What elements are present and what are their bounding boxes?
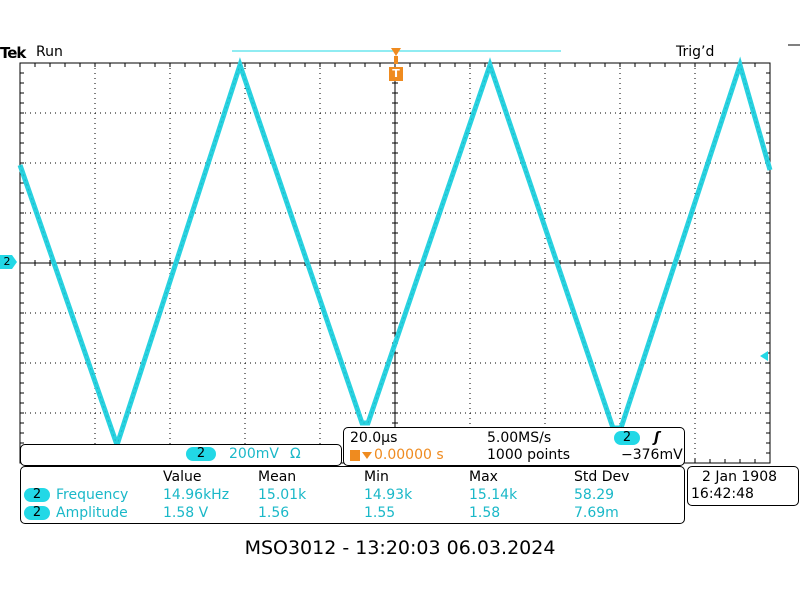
timebase-panel[interactable]: 20.0µs 5.00MS/s 2 ʃ 0.00000 s 1000 point…: [343, 427, 685, 466]
trigger-level-arrow-icon[interactable]: [760, 351, 768, 361]
trigger-point-stem: [394, 56, 398, 64]
record-length: 1000 points: [487, 447, 571, 463]
measure-header-max: Max: [469, 469, 498, 485]
measure-header-mean: Mean: [258, 469, 297, 485]
measure-header-min: Min: [364, 469, 389, 485]
graticule: [19, 62, 771, 464]
screenshot-caption: MSO3012 - 13:20:03 06.03.2024: [244, 537, 556, 559]
brand-logo: Tek: [0, 44, 26, 62]
waveform-trace-noise: [19, 63, 771, 447]
trigger-position-arrow-icon: [362, 452, 372, 459]
sample-rate: 5.00MS/s: [487, 430, 552, 446]
measure-cell: 1.55: [364, 505, 396, 521]
trigger-position-t-icon: [350, 450, 360, 461]
trigger-marker-label: T: [392, 67, 400, 80]
measure-row-channel-badge: 2: [24, 506, 50, 520]
channel-scale-panel[interactable]: 2 200mV Ω: [20, 444, 342, 466]
measure-cell: 1.58: [469, 505, 501, 521]
run-state: Run: [36, 44, 63, 60]
measure-header-value: Value: [163, 469, 202, 485]
measure-cell: 58.29: [574, 487, 615, 503]
measure-cell: 15.01k: [258, 487, 307, 503]
channel2-ground-marker-icon[interactable]: [0, 255, 17, 269]
datetime-panel[interactable]: 2 Jan 1908 16:42:48: [687, 466, 799, 506]
measurements-panel[interactable]: Value Mean Min Max Std Dev 2 Frequency 1…: [20, 466, 685, 524]
impedance-icon: Ω: [290, 446, 301, 462]
measure-cell: 15.14k: [469, 487, 518, 503]
measure-cell: 1.56: [258, 505, 290, 521]
trigger-channel-badge: 2: [614, 431, 640, 445]
time-readout: 16:42:48: [691, 486, 754, 502]
trigger-position: 0.00000 s: [374, 447, 444, 463]
trigger-level: −376mV: [621, 447, 683, 463]
trigger-point-icon: [391, 48, 401, 56]
channel-badge: 2: [186, 447, 216, 461]
measure-row-name: Frequency: [56, 487, 129, 503]
trigger-t-marker-bg: [389, 67, 403, 81]
waveform-trace: [17, 56, 773, 453]
measure-cell: 1.58 V: [163, 505, 209, 521]
trigger-state: Trig’d: [676, 44, 715, 60]
measure-cell: 14.93k: [364, 487, 413, 503]
channel-scale: 200mV: [229, 446, 279, 462]
measure-row-channel-badge: 2: [24, 488, 50, 502]
measure-row-name: Amplitude: [56, 505, 128, 521]
channel2-ground-marker-label: 2: [3, 255, 11, 268]
time-per-div: 20.0µs: [350, 430, 398, 446]
trigger-slope-icon: ʃ: [654, 430, 660, 446]
measure-cell: 7.69m: [574, 505, 619, 521]
date-readout: 2 Jan 1908: [702, 469, 778, 485]
measure-header-stddev: Std Dev: [574, 469, 630, 485]
measure-cell: 14.96kHz: [163, 487, 230, 503]
